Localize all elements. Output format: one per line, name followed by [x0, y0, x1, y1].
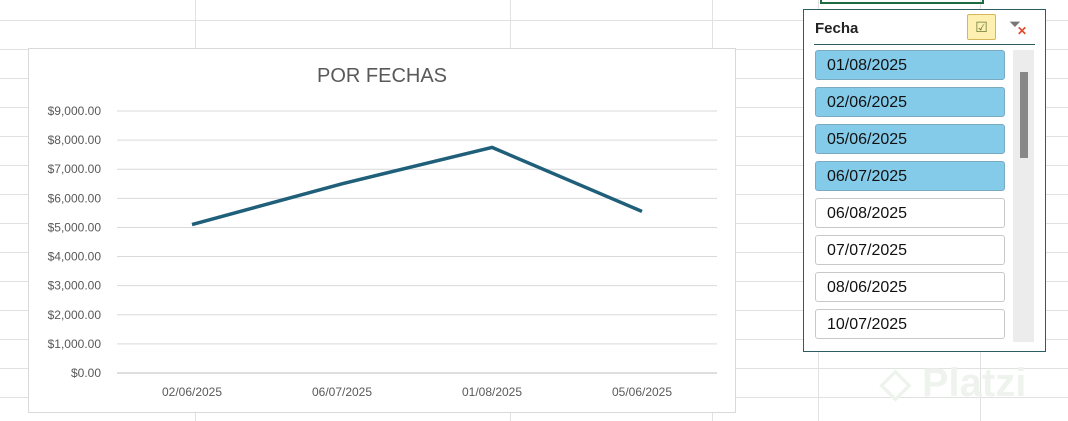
x-tick-label: 02/06/2025	[162, 385, 222, 399]
multi-select-icon[interactable]: ☑	[967, 14, 996, 40]
slicer-scrollbar[interactable]	[1013, 50, 1034, 342]
platzi-watermark: ◇ Platzi	[880, 361, 1027, 405]
clear-filter-icon[interactable]: ⏷ ✕	[1009, 16, 1028, 38]
fecha-slicer[interactable]: Fecha ☑ ⏷ ✕ 01/08/2025 02/06/2025 05/06/202…	[803, 9, 1046, 352]
slicer-item[interactable]: 10/07/2025	[815, 309, 1005, 339]
x-tick-label: 05/06/2025	[612, 385, 672, 399]
y-tick-label: $5,000.00	[48, 220, 102, 234]
slicer-item[interactable]: 02/06/2025	[815, 87, 1005, 117]
y-tick-label: $7,000.00	[48, 162, 102, 176]
slicer-divider	[814, 44, 1035, 45]
selected-cell[interactable]	[820, 0, 984, 4]
x-tick-label: 01/08/2025	[462, 385, 522, 399]
y-tick-label: $8,000.00	[48, 133, 102, 147]
slicer-item[interactable]: 01/08/2025	[815, 50, 1005, 80]
series-line	[191, 145, 643, 227]
scrollbar-thumb[interactable]	[1020, 72, 1028, 158]
chart-plot: $0.00 $1,000.00 $2,000.00 $3,000.00 $4,000.0…	[48, 104, 717, 399]
slicer-item[interactable]: 06/08/2025	[815, 198, 1005, 228]
line-chart[interactable]: POR FECHAS $0.00 $1,000.00 $2,000.00 $3,000…	[28, 48, 736, 413]
chart-title: POR FECHAS	[316, 65, 448, 87]
y-tick-label: $3,000.00	[48, 279, 102, 293]
slicer-item[interactable]: 08/06/2025	[815, 272, 1005, 302]
y-tick-label: $9,000.00	[48, 104, 102, 118]
y-tick-label: $0.00	[71, 366, 101, 380]
slicer-item[interactable]: 05/06/2025	[815, 124, 1005, 154]
x-tick-label: 06/07/2025	[312, 385, 372, 399]
slicer-item[interactable]: 06/07/2025	[815, 161, 1005, 191]
slicer-title: Fecha	[815, 20, 859, 37]
y-tick-label: $6,000.00	[48, 191, 102, 205]
slicer-item[interactable]: 07/07/2025	[815, 235, 1005, 265]
y-tick-label: $1,000.00	[48, 337, 102, 351]
watermark-text: Platzi	[921, 361, 1027, 405]
y-tick-label: $4,000.00	[48, 250, 102, 264]
y-tick-label: $2,000.00	[48, 308, 102, 322]
